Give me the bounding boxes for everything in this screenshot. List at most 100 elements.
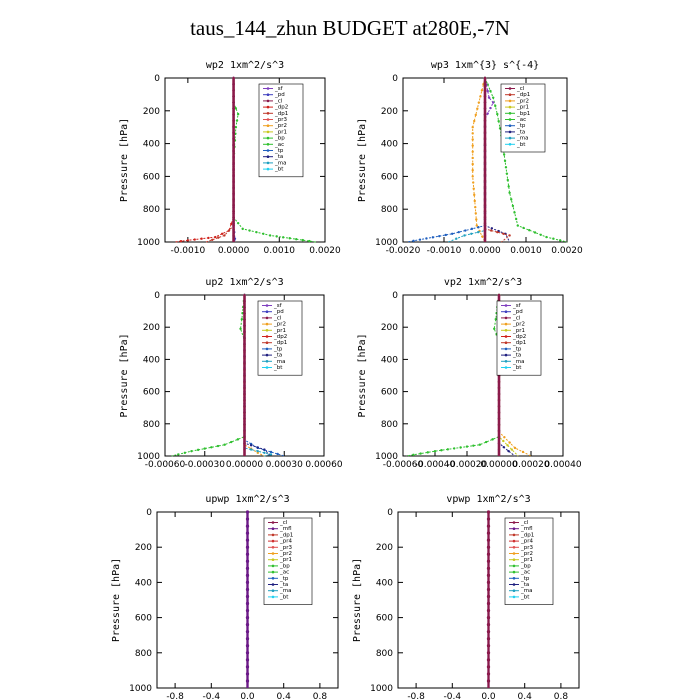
series-point bbox=[203, 447, 206, 450]
legend-label: _ta bbox=[512, 353, 521, 359]
legend-marker bbox=[504, 322, 508, 326]
series-point bbox=[506, 444, 509, 447]
series-line-dp2 bbox=[174, 78, 235, 243]
series-point bbox=[497, 392, 501, 396]
series-point bbox=[483, 131, 487, 134]
series-point bbox=[483, 234, 487, 238]
x-tick-label: -0.0020 bbox=[386, 246, 421, 256]
y-tick-label: 800 bbox=[143, 205, 160, 215]
y-tick-label: 600 bbox=[143, 172, 160, 182]
y-tick-label: 600 bbox=[381, 388, 398, 398]
y-tick-label: 0 bbox=[387, 508, 393, 518]
legend-label: _pr2 bbox=[520, 551, 533, 557]
series-point bbox=[245, 510, 250, 514]
series-point bbox=[475, 224, 478, 227]
legend-marker bbox=[512, 533, 516, 537]
legend-label: _ta bbox=[273, 353, 282, 359]
series-point bbox=[255, 230, 258, 234]
legend-marker bbox=[271, 595, 275, 599]
series-point bbox=[232, 167, 235, 171]
legend-marker bbox=[504, 335, 508, 338]
y-axis-label: Pressure [hPa] bbox=[119, 118, 130, 202]
series-point bbox=[241, 227, 244, 231]
series-point bbox=[232, 131, 235, 134]
series-point bbox=[276, 452, 279, 456]
x-tick-label: 0.0 bbox=[240, 692, 255, 700]
series-line-dp2 bbox=[406, 294, 500, 457]
series-point bbox=[471, 175, 474, 178]
series-point bbox=[438, 234, 441, 238]
series-point bbox=[179, 239, 183, 243]
series-point bbox=[471, 138, 474, 141]
legend-marker bbox=[266, 87, 270, 90]
y-tick-label: 800 bbox=[381, 420, 398, 430]
series-point bbox=[243, 374, 246, 377]
x-tick-label: -0.00040 bbox=[415, 460, 456, 470]
series-point bbox=[263, 448, 266, 451]
series-point bbox=[451, 232, 454, 235]
series-point bbox=[503, 436, 506, 439]
series-point bbox=[486, 679, 491, 683]
series-point bbox=[243, 355, 246, 359]
series-line-ac bbox=[484, 77, 568, 243]
legend-marker bbox=[271, 521, 275, 524]
chart-panel-1: wp2 1xm^2/s^3 Pressure [hPa] 0 200 400 600 800… bbox=[119, 60, 341, 256]
series-point bbox=[236, 112, 240, 116]
series-point bbox=[486, 559, 491, 563]
x-tick-label: -0.8 bbox=[407, 692, 425, 700]
legend-marker bbox=[271, 564, 275, 568]
legend-marker bbox=[266, 136, 270, 140]
series-point bbox=[243, 442, 246, 445]
series-point bbox=[243, 312, 246, 315]
series-point bbox=[446, 448, 449, 451]
legend-marker bbox=[265, 316, 269, 320]
legend-marker bbox=[265, 329, 269, 332]
series-point bbox=[243, 405, 246, 408]
series-point bbox=[262, 232, 265, 235]
y-tick-label: 200 bbox=[143, 323, 160, 333]
series-point bbox=[239, 327, 242, 331]
series-point bbox=[196, 448, 200, 452]
legend-label: _ta bbox=[520, 582, 529, 588]
series-point bbox=[227, 229, 231, 232]
series-point bbox=[193, 238, 196, 241]
x-tick-label: 0.00000 bbox=[226, 460, 263, 470]
legend-label: _pr1 bbox=[520, 557, 533, 563]
series-point bbox=[223, 443, 226, 446]
series-point bbox=[483, 167, 487, 171]
series-point bbox=[214, 235, 217, 239]
series-point bbox=[489, 89, 492, 93]
series-point bbox=[232, 88, 235, 92]
legend-label: _tp bbox=[274, 148, 284, 154]
series-point bbox=[245, 644, 250, 648]
series-point bbox=[481, 235, 484, 238]
series-point bbox=[455, 237, 458, 240]
series-point bbox=[245, 580, 250, 585]
series-point bbox=[514, 217, 518, 221]
legend-marker bbox=[271, 552, 275, 555]
series-point bbox=[245, 630, 250, 634]
legend-box bbox=[500, 83, 546, 153]
legend-label: _pd bbox=[274, 92, 285, 98]
chart-title: wp3 1xm^{3} s^{-4} bbox=[431, 60, 539, 71]
series-point bbox=[236, 221, 240, 225]
series-point bbox=[545, 235, 548, 239]
chart-title: vp2 1xm^2/s^3 bbox=[444, 277, 522, 288]
legend-label: _dp1 bbox=[274, 111, 288, 117]
legend-label: _tp bbox=[279, 576, 289, 582]
series-point bbox=[483, 204, 487, 207]
series-point bbox=[483, 216, 487, 219]
series-point bbox=[243, 299, 246, 303]
series-point bbox=[486, 524, 491, 528]
legend-marker bbox=[265, 335, 269, 338]
series-point bbox=[419, 452, 422, 455]
series-point bbox=[472, 187, 475, 190]
x-tick-label: 0.0 bbox=[481, 692, 496, 700]
series-point bbox=[474, 212, 477, 215]
y-tick-label: 400 bbox=[376, 578, 393, 588]
legend-label: _pd bbox=[273, 309, 284, 315]
legend-label: _bp bbox=[520, 563, 531, 569]
series-point bbox=[232, 161, 235, 165]
y-tick-label: 200 bbox=[381, 107, 398, 117]
series-point bbox=[269, 453, 273, 456]
